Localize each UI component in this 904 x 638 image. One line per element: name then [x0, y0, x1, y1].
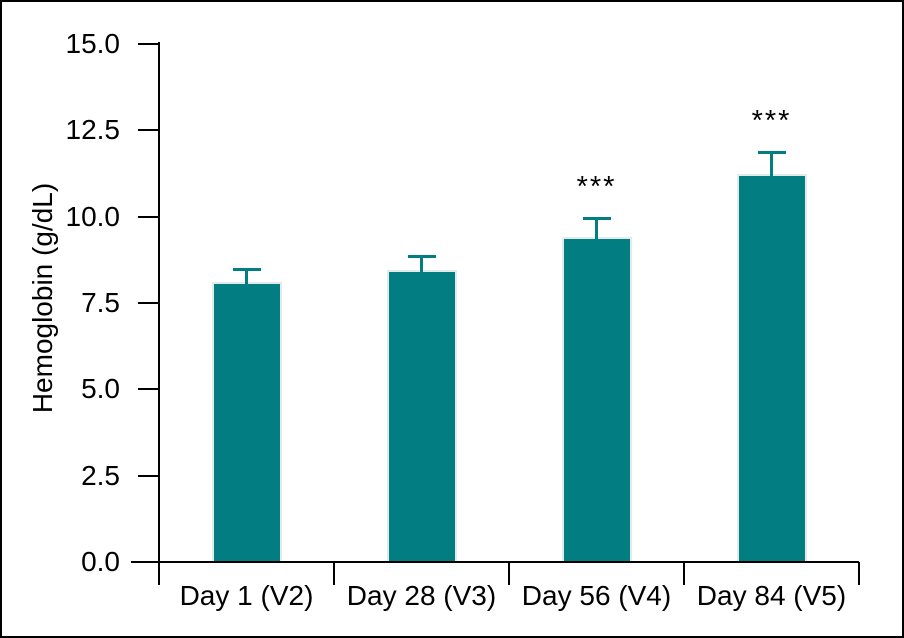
bar-day-1-v2 — [211, 282, 282, 563]
x-axis-tick — [508, 562, 510, 585]
error-bar-cap — [582, 216, 611, 220]
y-axis-tick-label: 7.5 — [81, 287, 120, 318]
error-bar-cap — [407, 254, 436, 258]
error-bar-cap — [232, 268, 261, 272]
y-axis-tick — [138, 129, 159, 132]
x-axis-category-label: Day 28 (V3) — [346, 580, 497, 611]
y-axis-tick-label: 10.0 — [65, 200, 121, 232]
x-axis-category-label: Day 1 (V2) — [179, 580, 314, 611]
x-axis-line — [131, 561, 859, 563]
y-axis-tick — [138, 43, 159, 45]
y-axis-tick — [138, 474, 159, 477]
error-bar-stem — [420, 256, 423, 280]
y-axis-tick-label: 5.0 — [81, 373, 120, 405]
error-bar-cap — [757, 151, 786, 155]
y-axis-tick-label: 2.5 — [81, 459, 120, 491]
x-axis-tick — [333, 562, 335, 585]
bar-day-56-v4 — [561, 237, 632, 563]
error-bar-stem — [245, 270, 248, 292]
y-axis-line — [158, 42, 160, 585]
x-axis-category-label: Day 56 (V4) — [521, 580, 672, 611]
error-bar-stem — [770, 153, 773, 183]
y-axis-tick-label: 15.0 — [65, 28, 121, 59]
y-axis-tick-label: 12.5 — [65, 114, 121, 146]
significance-label: *** — [576, 170, 617, 203]
y-axis-tick-label: 0.0 — [81, 546, 120, 577]
y-axis-tick — [138, 302, 159, 304]
x-axis-tick — [683, 562, 685, 585]
y-axis-tick — [138, 215, 159, 218]
x-axis-tick — [158, 562, 160, 585]
significance-label: *** — [751, 105, 792, 138]
x-axis-category-label: Day 84 (V5) — [696, 580, 847, 611]
error-bar-stem — [595, 218, 598, 247]
bar-day-28-v3 — [386, 270, 457, 563]
y-axis-tick — [138, 388, 159, 391]
bar-day-84-v5 — [736, 173, 807, 563]
x-axis-tick — [858, 562, 860, 585]
